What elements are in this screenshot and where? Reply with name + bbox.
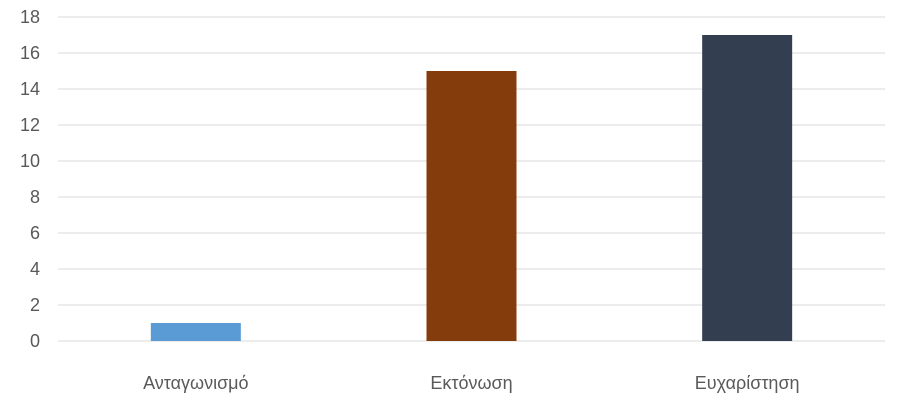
y-tick-label: 4 xyxy=(30,259,40,279)
x-category-label: Ευχαρίστηση xyxy=(695,373,800,393)
y-tick-label: 0 xyxy=(30,331,40,351)
y-tick-label: 8 xyxy=(30,187,40,207)
y-tick-label: 6 xyxy=(30,223,40,243)
bars xyxy=(150,35,793,341)
y-tick-label: 12 xyxy=(20,115,40,135)
y-tick-label: 16 xyxy=(20,43,40,63)
x-category-label: Εκτόνωση xyxy=(430,373,512,393)
bar-2 xyxy=(426,71,517,341)
bar-1 xyxy=(150,323,241,341)
y-tick-label: 14 xyxy=(20,79,40,99)
y-axis-ticks: 0 2 4 6 8 10 12 14 16 18 xyxy=(20,7,40,351)
x-category-label: Ανταγωνισμό xyxy=(143,373,249,393)
y-tick-label: 2 xyxy=(30,295,40,315)
x-axis-categories: Ανταγωνισμό Εκτόνωση Ευχαρίστηση xyxy=(143,373,799,393)
bar-3 xyxy=(702,35,793,341)
y-tick-label: 18 xyxy=(20,7,40,27)
y-tick-label: 10 xyxy=(20,151,40,171)
